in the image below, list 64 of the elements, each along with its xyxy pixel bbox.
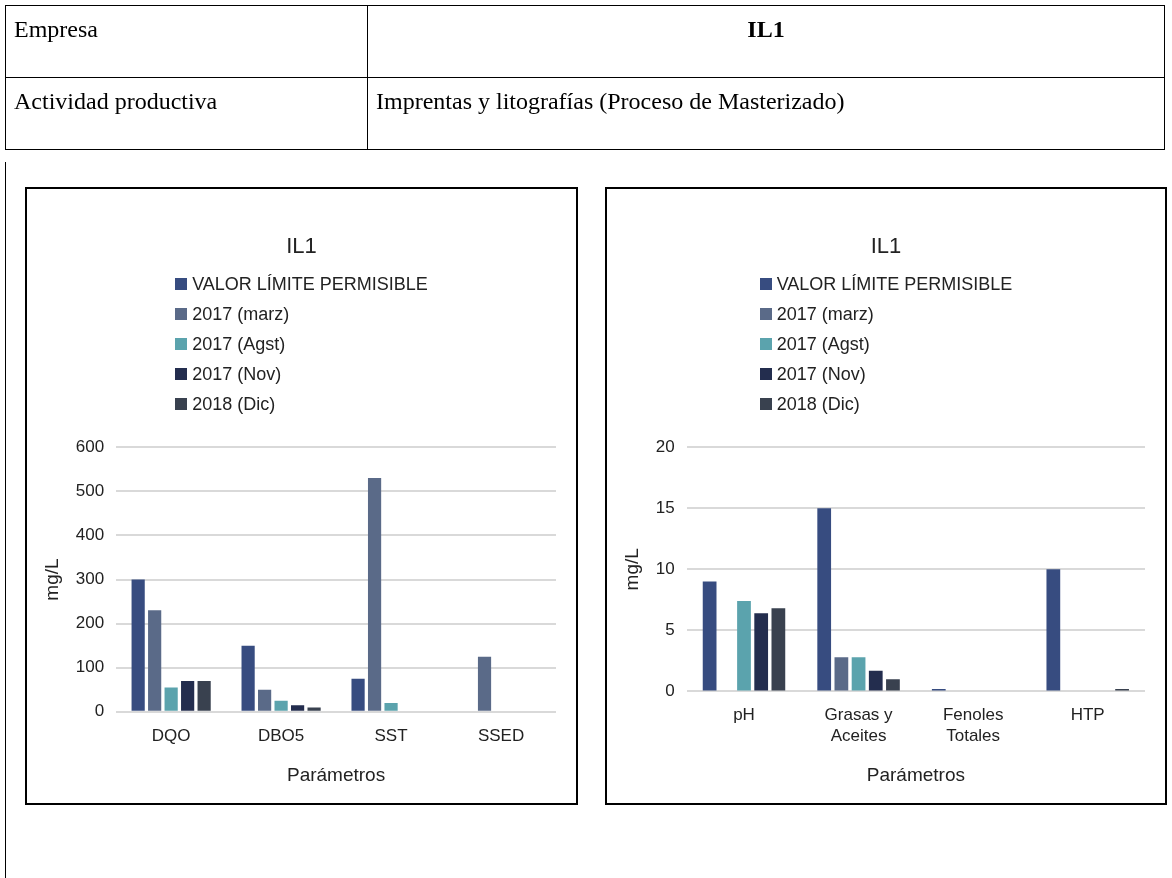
bar — [274, 700, 288, 711]
bar — [477, 656, 492, 711]
legend-label: 2018 (Dic) — [776, 393, 860, 415]
bar — [241, 645, 255, 711]
legend-label: VALOR LÍMITE PERMISIBLE — [192, 273, 428, 295]
bar — [384, 702, 398, 711]
x-tick-label: SSED — [477, 725, 525, 745]
legend-label: 2018 (Dic) — [192, 393, 276, 415]
bar — [181, 680, 195, 711]
bar — [351, 678, 365, 711]
bar — [307, 707, 321, 711]
bar — [131, 579, 145, 711]
bar — [834, 657, 849, 691]
bar — [164, 687, 178, 711]
bar — [702, 581, 717, 691]
text: Imprentas y litografías (Proceso de Masterizado) — [367, 77, 1165, 150]
y-tick-label: 400 — [75, 525, 105, 545]
bar — [258, 689, 272, 711]
x-tick-label: DBO5 — [257, 725, 305, 745]
text: Empresa — [5, 5, 368, 78]
y-tick-label: 300 — [75, 569, 105, 589]
legend-label: 2017 (Nov) — [776, 363, 866, 385]
chart-title: IL1 — [869, 233, 903, 259]
x-axis-title: Parámetros — [286, 763, 386, 785]
bar — [868, 670, 883, 691]
x-tick-label: Grasas y Aceites — [824, 705, 894, 745]
legend-label: 2017 (Nov) — [192, 363, 282, 385]
y-tick-label: 15 — [655, 497, 675, 517]
y-tick-label: 500 — [75, 480, 105, 500]
y-tick-label: 10 — [655, 558, 675, 578]
y-tick-label: 0 — [94, 701, 105, 721]
bar — [817, 508, 832, 691]
legend-label: 2017 (Agst) — [192, 333, 286, 355]
text: Actividad productiva — [5, 77, 368, 150]
x-tick-label: pH — [733, 705, 755, 725]
y-tick-label: 200 — [75, 613, 105, 633]
bar — [771, 608, 786, 691]
legend-label: VALOR LÍMITE PERMISIBLE — [776, 273, 1013, 295]
y-tick-label: 100 — [75, 657, 105, 677]
x-tick-label: DQO — [151, 725, 191, 745]
y-tick-label: 20 — [655, 436, 675, 456]
legend-label: 2017 (marz) — [192, 303, 290, 325]
legend-label: 2017 (marz) — [776, 303, 874, 325]
bar — [851, 657, 866, 691]
x-tick-label: HTP — [1070, 705, 1105, 725]
bar — [754, 613, 769, 691]
legend-label: 2017 (Agst) — [776, 333, 870, 355]
y-axis-title: mg/L — [620, 548, 642, 591]
bar — [148, 610, 162, 711]
chart-title: IL1 — [285, 233, 318, 259]
y-axis-title: mg/L — [40, 558, 62, 601]
bar — [737, 601, 751, 691]
bar — [1046, 569, 1061, 691]
bar — [197, 680, 211, 711]
y-tick-label: 0 — [665, 681, 675, 701]
x-tick-label: Fenoles Totales — [942, 705, 1004, 745]
x-tick-label: SST — [374, 725, 408, 745]
bar — [291, 705, 305, 711]
text: IL1 — [367, 5, 1165, 78]
y-tick-label: 600 — [75, 436, 105, 456]
bar — [367, 478, 382, 711]
x-axis-title: Parámetros — [866, 763, 965, 785]
y-tick-label: 5 — [665, 620, 675, 640]
bar — [886, 679, 900, 691]
